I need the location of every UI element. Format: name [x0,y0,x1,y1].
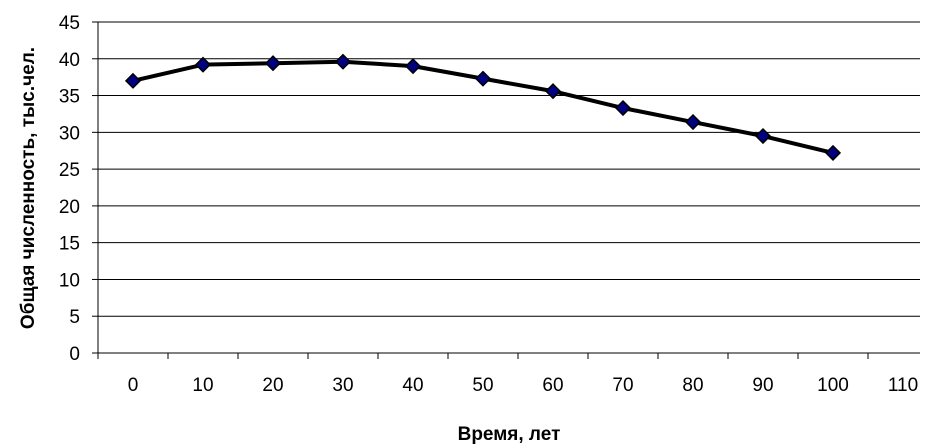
series-group [124,53,842,161]
data-point-x0 [124,72,142,89]
y-tick-label-20: 20 [59,197,80,218]
x-tick-labels: 0 10 20 30 40 50 60 70 80 90 100 110 [128,375,918,396]
x-tick-label-110: 110 [888,375,918,396]
data-point-x60 [544,83,562,100]
data-point-x30 [334,53,352,70]
x-tick-label-50: 50 [472,375,493,396]
x-tick-label-70: 70 [612,375,633,396]
x-tick-label-100: 100 [817,375,849,396]
x-tick-label-80: 80 [682,375,703,396]
x-tick-label-60: 60 [542,375,563,396]
y-tick-label-5: 5 [69,307,80,328]
data-point-x70 [614,99,632,117]
y-axis-title: Общая численность, тыс.чел. [18,47,39,329]
x-axis-title: Время, лет [458,424,561,445]
data-point-x10 [194,56,212,73]
y-tick-label-45: 45 [59,13,80,34]
data-point-x90 [754,127,772,145]
y-tick-label-15: 15 [59,234,80,255]
x-tick-label-0: 0 [128,375,139,396]
y-tick-label-30: 30 [59,123,80,144]
grid-lines [98,21,920,317]
data-point-x20 [264,55,282,72]
y-tick-label-0: 0 [69,344,80,365]
x-tick-label-10: 10 [192,375,213,396]
y-tick-label-40: 40 [59,50,80,71]
data-point-x100 [824,144,842,161]
data-point-x50 [474,70,492,87]
x-tick-label-90: 90 [752,375,773,396]
y-tick-label-25: 25 [59,160,80,181]
x-tick-label-30: 30 [332,375,353,396]
y-tick-labels: 0 5 10 15 20 25 30 35 40 45 [59,13,80,365]
x-tick-label-40: 40 [402,375,423,396]
data-point-x40 [404,58,422,75]
axes [92,21,920,359]
data-point-x80 [684,113,702,131]
y-tick-label-10: 10 [59,270,80,291]
x-tick-label-20: 20 [262,375,283,396]
y-tick-label-35: 35 [59,87,80,108]
